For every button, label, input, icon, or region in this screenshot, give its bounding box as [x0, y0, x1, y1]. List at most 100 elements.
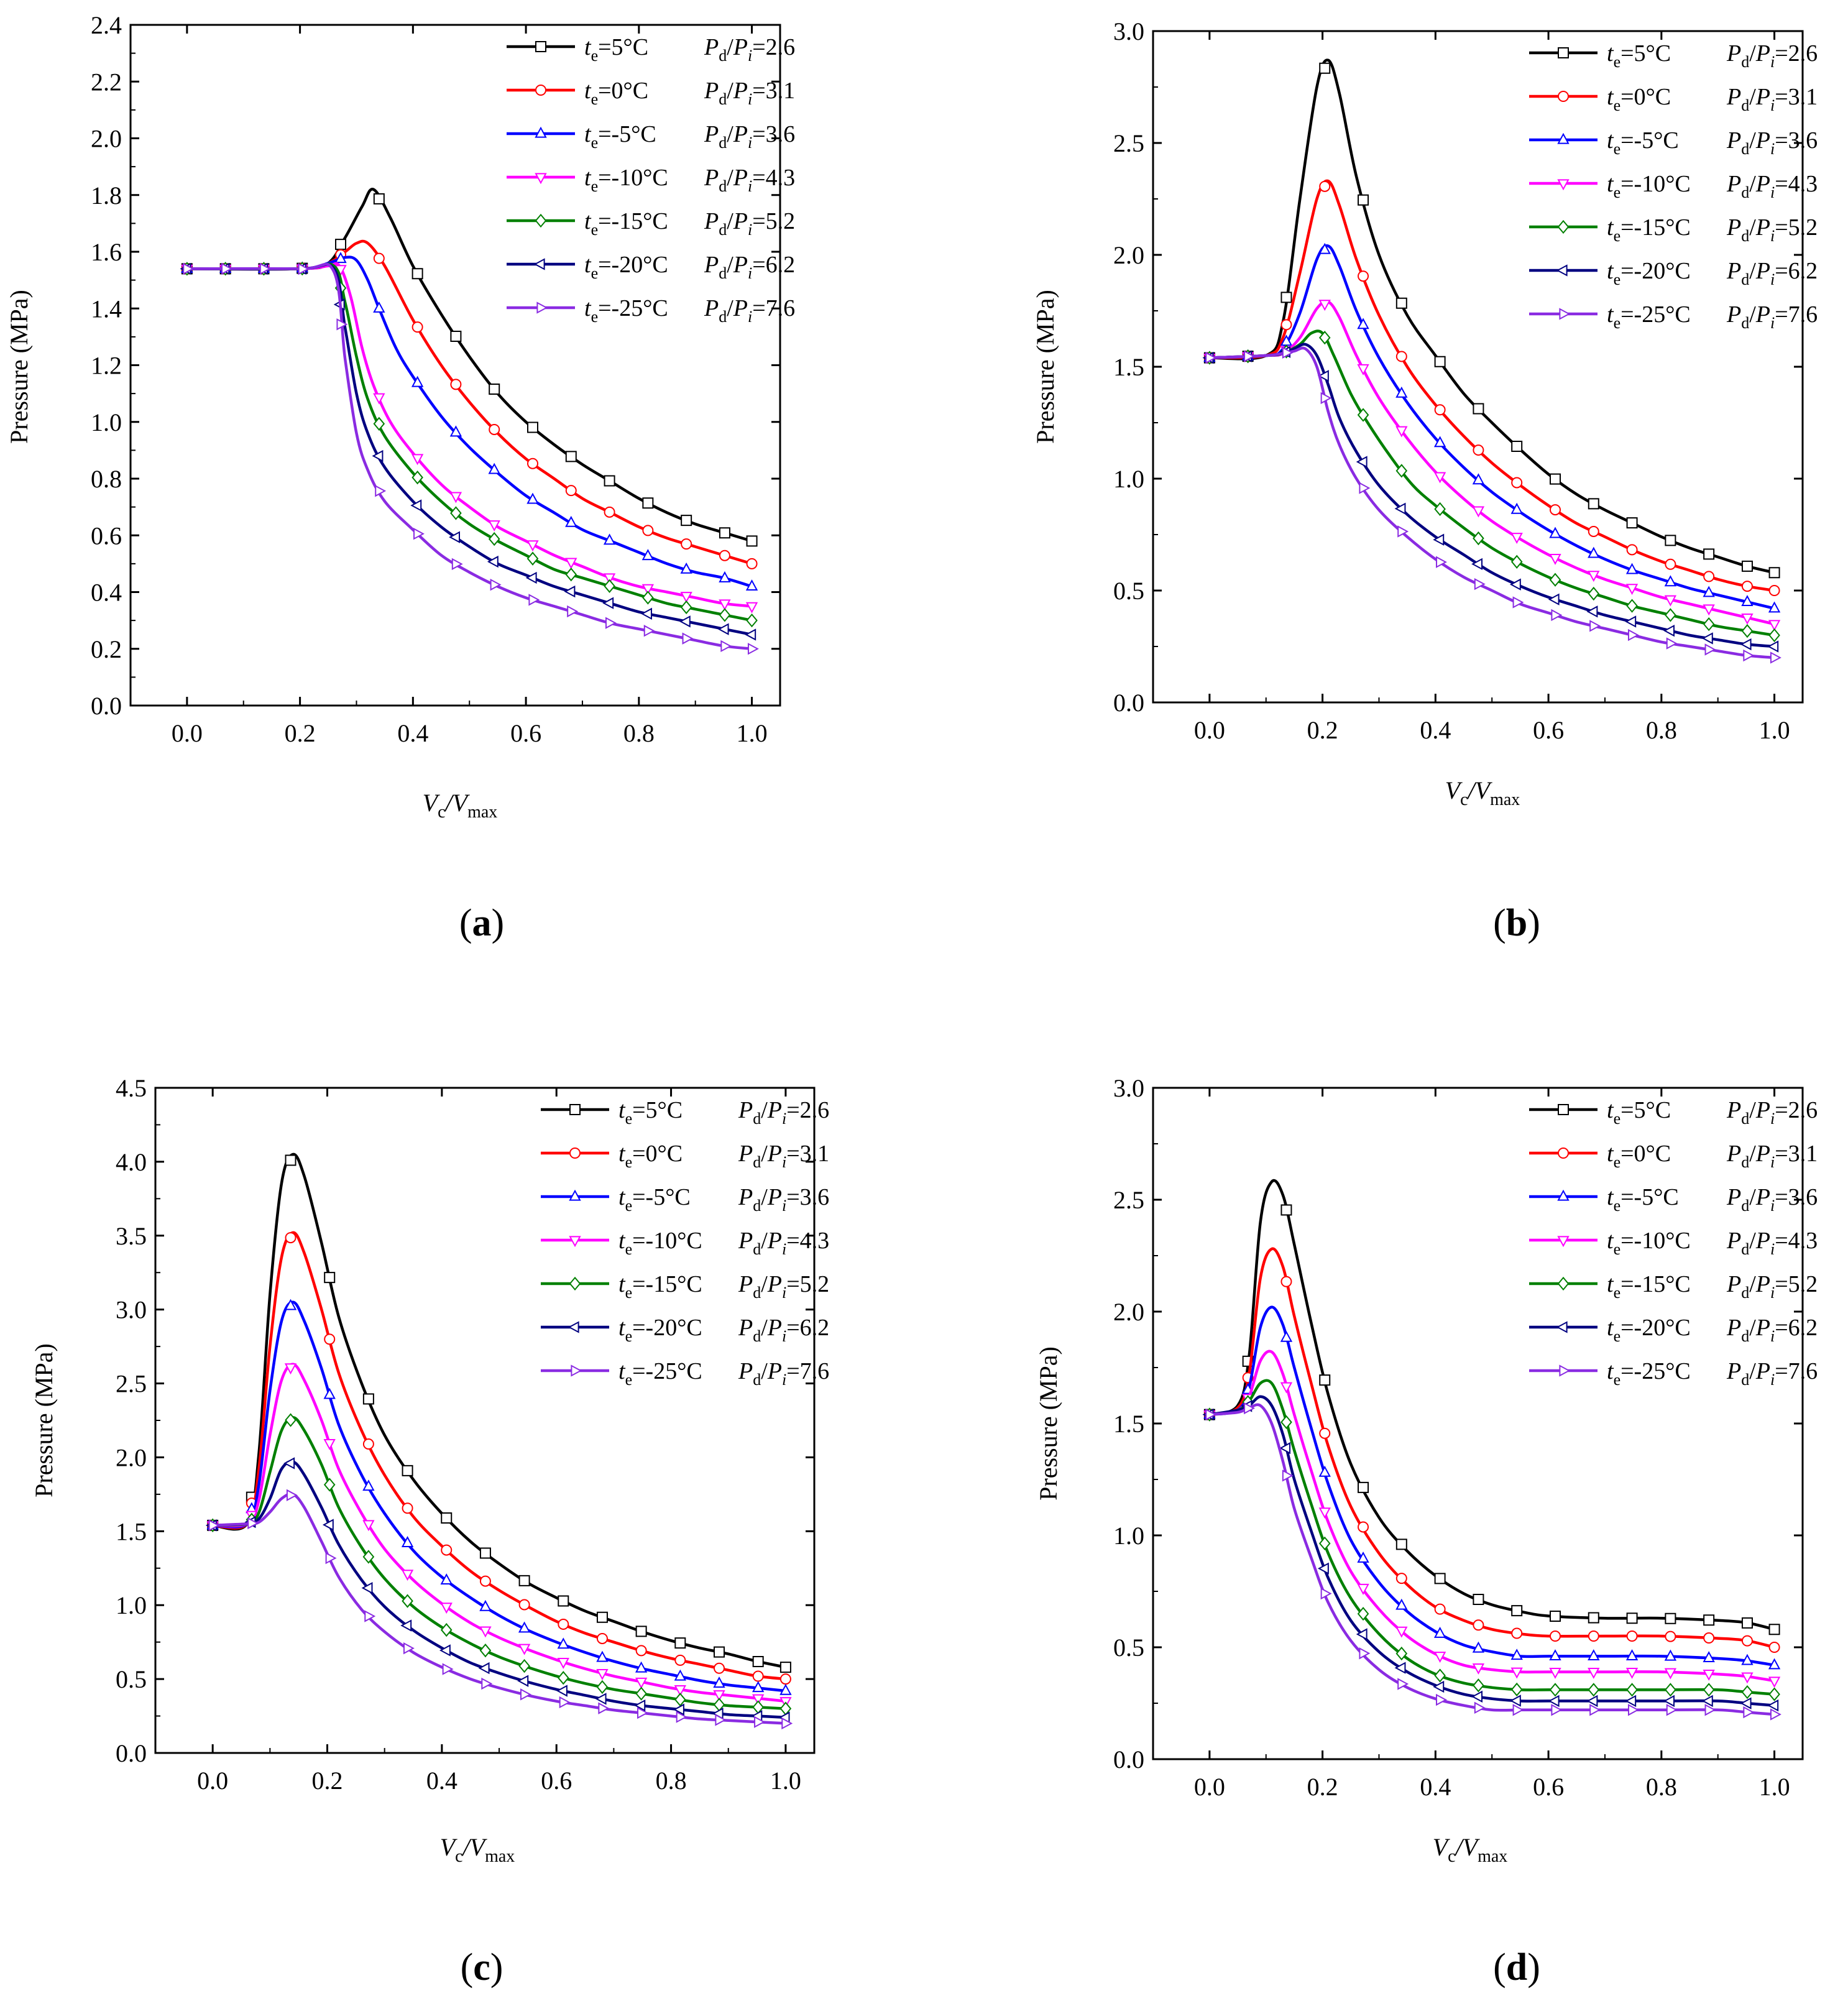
legend-p2: P — [733, 34, 748, 60]
panel-b-series-marker — [1549, 504, 1561, 516]
panel-b-series-marker — [1397, 525, 1409, 538]
panel-d-xtick-label: 1.0 — [1759, 1773, 1790, 1801]
panel-a-series-marker — [681, 515, 692, 527]
panel-c-series-marker — [752, 1670, 764, 1682]
panel-d-series-marker — [1320, 1587, 1332, 1600]
panel-a-ytick-label: 2.2 — [91, 68, 122, 96]
panel-c-xtick-label: 0.0 — [197, 1767, 228, 1795]
panel-c-series-line — [213, 1363, 786, 1703]
panel-b-series-marker — [1588, 546, 1600, 558]
panel-a-series-marker — [719, 599, 731, 611]
panel-b-series-marker — [1434, 404, 1446, 416]
panel-b-series-marker — [1395, 297, 1407, 309]
legend-sub-d: d — [1741, 1110, 1749, 1128]
xlabel-slash-v: /V — [1455, 1833, 1481, 1861]
panel-d-series-2 — [1203, 1247, 1780, 1653]
panel-c-series-marker — [674, 1637, 686, 1649]
caption-letter: a — [472, 902, 492, 944]
panel-a-series-marker — [410, 499, 422, 512]
panel-a-series-marker — [604, 475, 615, 487]
panel-d-series-marker — [1625, 1695, 1637, 1708]
panel-d-xlabel: Vc/Vmax — [1433, 1833, 1508, 1866]
panel-b-series-marker — [1551, 609, 1563, 622]
legend-ratio-value: =7.6 — [786, 1358, 829, 1384]
panel-b-series-marker — [1664, 595, 1677, 607]
panel-c-series-marker — [400, 1619, 412, 1632]
legend-p2: P — [767, 1097, 782, 1123]
legend-sub-i: i — [1770, 53, 1775, 71]
panel-b-legend-entry-4: te=-10°C Pd/Pi=4.3 — [1529, 171, 1818, 201]
panel-a-series-marker — [641, 584, 655, 596]
panel-a-series-marker — [375, 485, 387, 497]
panel-d-series-marker — [1357, 1551, 1369, 1563]
legend-p1: P — [738, 1184, 753, 1210]
panel-b-series-marker — [1701, 632, 1713, 645]
legend-p1: P — [1726, 1271, 1741, 1297]
panel-a-xtick-label: 1.0 — [737, 719, 768, 747]
panel-c-series-marker — [635, 1677, 648, 1689]
panel-a-series-marker — [682, 632, 694, 645]
legend-sub-i: i — [748, 134, 752, 152]
panel-d-series-marker — [1319, 1374, 1331, 1386]
legend-ratio-value: =4.3 — [1775, 171, 1818, 197]
legend-sub-i: i — [748, 308, 752, 326]
panel-c-series-marker — [402, 1594, 413, 1608]
legend-swatch-marker — [569, 1189, 581, 1201]
panel-b-series-marker — [1394, 502, 1406, 515]
panel-a-series-marker — [603, 573, 616, 585]
legend-p1: P — [1726, 1097, 1741, 1123]
panel-c-series-marker — [479, 1599, 492, 1611]
panel-c-ytick-label: 0.5 — [116, 1665, 147, 1693]
panel-d-series-marker — [1397, 1678, 1409, 1690]
legend-p1: P — [1726, 40, 1741, 67]
panel-d-series-marker — [1282, 1469, 1294, 1482]
panel-a-ytick-label: 1.4 — [91, 295, 122, 323]
panel-d-series-marker — [1510, 1649, 1523, 1660]
panel-b-series-marker — [1740, 638, 1752, 651]
panel-c-series-marker — [441, 1512, 453, 1524]
legend-label: te=-25°C Pd/Pi=7.6 — [1607, 301, 1818, 332]
legend-slash: / — [1749, 1271, 1756, 1297]
panel-c-series-marker — [247, 1517, 259, 1530]
panel-b-series-marker — [1395, 386, 1408, 398]
panel-b-series-marker — [1768, 567, 1780, 579]
panel-c-series-marker — [518, 1599, 530, 1611]
panel-c-series-marker — [558, 1595, 569, 1607]
panel-d-series-3 — [1203, 1305, 1781, 1670]
xlabel-v: V — [423, 789, 441, 817]
xlabel-sub-c: c — [1448, 1847, 1455, 1866]
panel-a-series-marker — [489, 384, 500, 395]
panel-b-series-marker — [1626, 599, 1638, 613]
legend-te-value: =5°C — [1620, 1097, 1671, 1123]
legend-te-value: =-20°C — [1620, 258, 1691, 284]
panel-c-ytick-label: 0.0 — [116, 1739, 147, 1767]
panel-a-series-marker — [373, 193, 385, 205]
panel-c-series-marker — [635, 1645, 647, 1657]
xlabel-sub-max: max — [1478, 1847, 1507, 1866]
legend-slash: / — [727, 252, 733, 278]
panel-c-series-marker — [325, 1552, 337, 1565]
panel-a-plot-frame — [129, 24, 781, 707]
legend-te-value: =-5°C — [632, 1184, 691, 1210]
panel-b-series-marker — [1663, 624, 1675, 637]
panel-b-xtick-label: 1.0 — [1759, 716, 1790, 744]
panel-c-ytick-label: 3.5 — [116, 1222, 147, 1250]
panel-b-series-marker — [1358, 270, 1369, 282]
panel-c-series-marker — [401, 1570, 414, 1581]
legend-p2: P — [1755, 258, 1770, 284]
panel-d-series-marker — [1395, 1626, 1408, 1638]
panel-b-plot-frame — [1152, 30, 1804, 704]
xlabel-sub-c: c — [455, 1847, 462, 1866]
legend-slash: / — [761, 1315, 768, 1341]
panel-c-series-marker — [323, 1439, 336, 1450]
panel-d-series-marker — [1356, 1628, 1368, 1640]
legend-sub-i: i — [782, 1371, 786, 1389]
legend-ratio-value: =4.3 — [752, 165, 795, 191]
legend-sub-d: d — [1741, 270, 1749, 288]
legend-label: te=-20°C Pd/Pi=6.2 — [1607, 258, 1818, 288]
legend-p2: P — [767, 1358, 782, 1384]
panel-c-series-marker — [439, 1644, 451, 1657]
panel-a-series-4 — [181, 262, 758, 614]
panel-c-ytick-label: 2.0 — [116, 1443, 147, 1471]
legend-sub-e: e — [591, 308, 599, 326]
